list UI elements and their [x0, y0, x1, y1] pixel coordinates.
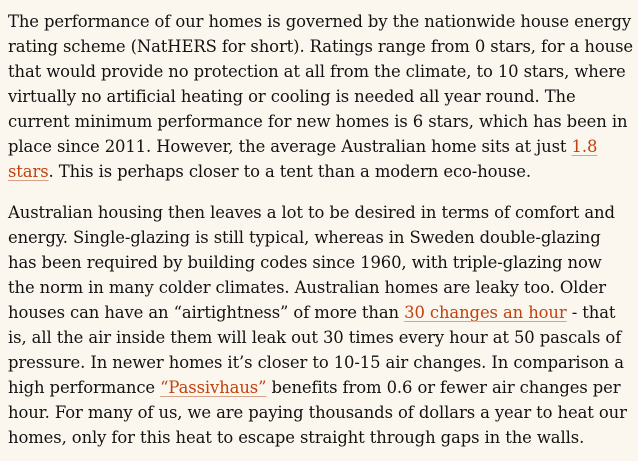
link-passivhaus[interactable]: “Passivhaus” [160, 378, 267, 397]
paragraph-text: . This is perhaps closer to a tent than … [48, 162, 532, 181]
link-30-changes-an-hour[interactable]: 30 changes an hour [404, 303, 567, 322]
paragraph-text: The performance of our homes is governed… [8, 12, 633, 156]
paragraph-text: Australian housing then leaves a lot to … [8, 203, 615, 322]
paragraph-text: - that is, all the air inside them will … [8, 303, 624, 397]
paragraph-airtightness: Australian housing then leaves a lot to … [8, 200, 633, 450]
paragraph-text: benefits from 0.6 or fewer air changes p… [8, 378, 627, 447]
link-1-8-stars[interactable]: 1.8 stars [8, 137, 598, 181]
paragraph-energy-rating: The performance of our homes is governed… [8, 9, 633, 184]
